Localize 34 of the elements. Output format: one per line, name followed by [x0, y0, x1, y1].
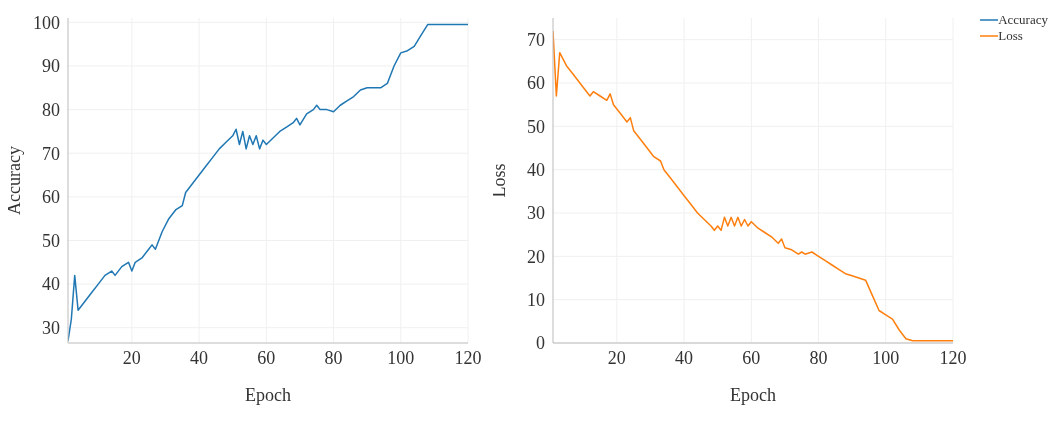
x-tick-label: 20	[122, 347, 141, 368]
y-axis-title: Accuracy	[4, 146, 25, 215]
x-tick-label: 60	[257, 347, 276, 368]
x-tick-label: 120	[939, 347, 967, 368]
x-axis-title: Epoch	[245, 385, 291, 405]
y-tick-label: 20	[527, 246, 545, 267]
y-tick-label: 30	[42, 318, 60, 339]
x-tick-label: 40	[675, 347, 694, 368]
legend-label: Loss	[998, 28, 1023, 44]
y-tick-label: 30	[527, 203, 545, 224]
x-tick-label: 60	[742, 347, 761, 368]
y-tick-label: 90	[42, 56, 60, 77]
y-tick-label: 0	[536, 333, 545, 354]
legend-label: Accuracy	[998, 12, 1048, 28]
x-axis-title: Epoch	[730, 385, 776, 405]
y-tick-label: 50	[527, 116, 545, 137]
y-axis-title: Loss	[489, 163, 510, 198]
x-tick-label: 80	[809, 347, 828, 368]
x-tick-label: 100	[872, 347, 900, 368]
x-tick-label: 100	[387, 347, 415, 368]
y-tick-label: 60	[42, 187, 60, 208]
y-tick-label: 40	[527, 160, 545, 181]
x-tick-label: 80	[324, 347, 343, 368]
y-tick-label: 80	[42, 100, 60, 120]
y-tick-label: 10	[527, 290, 545, 311]
x-tick-label: 40	[190, 347, 209, 368]
y-tick-label: 70	[527, 30, 545, 51]
x-tick-label: 20	[607, 347, 626, 368]
x-tick-label: 120	[454, 347, 482, 368]
y-tick-label: 50	[42, 230, 60, 251]
y-tick-label: 60	[527, 73, 545, 94]
y-tick-label: 100	[33, 12, 60, 33]
y-tick-label: 40	[42, 274, 60, 295]
y-tick-label: 70	[42, 143, 60, 164]
